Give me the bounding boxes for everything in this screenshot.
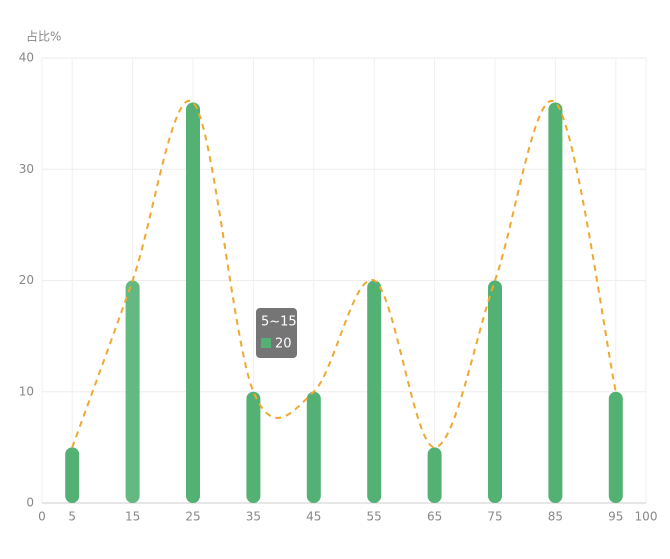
x-tick-label: 45 xyxy=(306,510,321,524)
bar xyxy=(548,102,563,503)
bar xyxy=(427,447,442,503)
y-tick-label: 20 xyxy=(19,273,34,287)
y-tick-label: 40 xyxy=(19,51,34,65)
x-tick-label: 95 xyxy=(608,510,623,524)
bar xyxy=(306,391,321,503)
bar xyxy=(186,102,200,503)
tooltip: 5~15 20 xyxy=(256,308,297,358)
x-tick-label: 5 xyxy=(68,510,76,524)
x-tick-label: 15 xyxy=(125,510,140,524)
bar xyxy=(246,391,261,503)
y-tick-label: 10 xyxy=(19,384,34,398)
x-tick-label: 55 xyxy=(367,510,382,524)
y-axis-name: 占比% xyxy=(26,29,61,44)
tooltip-swatch xyxy=(261,338,271,348)
tooltip-title: 5~15 xyxy=(261,315,297,330)
bar xyxy=(488,280,502,503)
bar xyxy=(125,280,140,503)
x-tick-label: 0 xyxy=(38,510,46,524)
x-tick-label: 100 xyxy=(635,510,658,524)
tooltip-value: 20 xyxy=(275,337,292,352)
bar xyxy=(608,391,623,503)
x-tick-label: 85 xyxy=(548,510,563,524)
trend-line xyxy=(71,99,617,449)
x-tick-label: 25 xyxy=(185,510,200,524)
x-tick-label: 65 xyxy=(427,510,442,524)
y-tick-label: 0 xyxy=(26,496,34,510)
bar xyxy=(367,280,382,503)
x-tick-label: 35 xyxy=(246,510,261,524)
bar xyxy=(65,447,80,503)
x-tick-label: 75 xyxy=(487,510,502,524)
y-tick-label: 30 xyxy=(19,162,34,176)
